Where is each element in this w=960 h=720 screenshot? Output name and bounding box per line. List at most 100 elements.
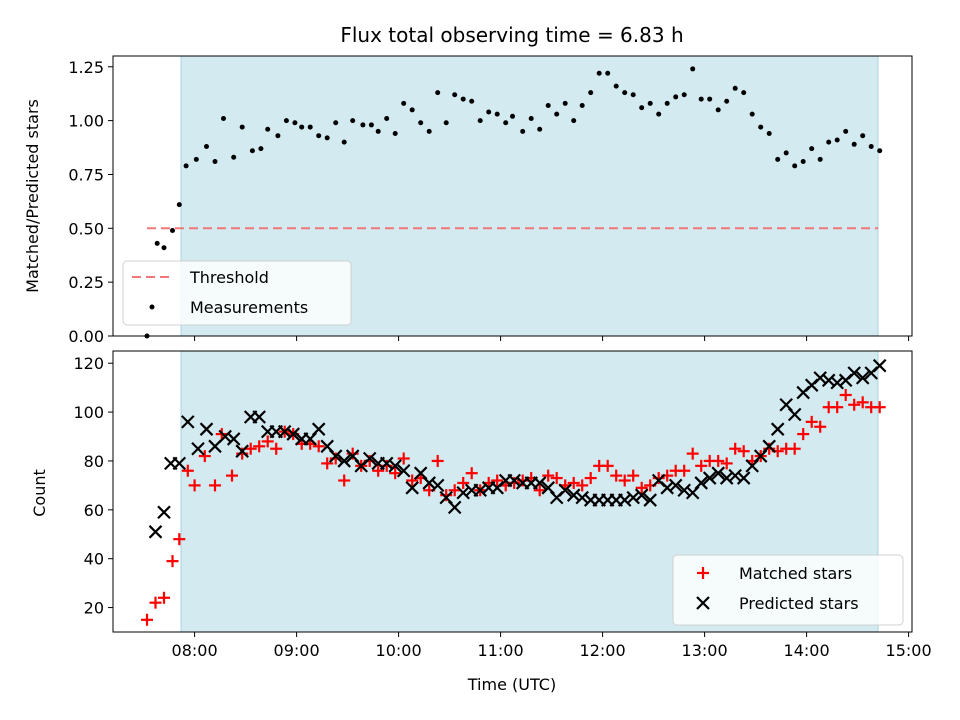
top-x-ticks <box>194 336 910 341</box>
matched-star-point <box>584 472 597 485</box>
predicted-star-point <box>181 415 195 429</box>
matched-star-point <box>166 555 179 568</box>
measurement-point <box>698 96 704 102</box>
matched-star-point <box>533 484 546 497</box>
predicted-star-point <box>218 429 232 444</box>
top-y-tick-label: 0.75 <box>68 165 104 184</box>
predicted-star-point <box>456 485 470 500</box>
measurement-point <box>588 90 594 96</box>
bottom-x-tick-label: 09:00 <box>274 641 320 660</box>
bottom-x-tick-label: 08:00 <box>172 641 218 660</box>
predicted-star-point <box>148 525 163 539</box>
bottom-panel: 20 40 60 80 100 120 08:00 09:00 10:00 11:00 12:00… <box>30 350 932 694</box>
matched-star-point <box>601 459 614 472</box>
predicted-star-point <box>813 371 827 385</box>
measurement-point <box>221 115 226 121</box>
measurement-point <box>510 113 515 119</box>
predicted-star-point <box>872 358 887 373</box>
measurement-point <box>249 148 255 154</box>
predicted-star-point <box>668 478 683 493</box>
matched-star-point <box>372 464 385 477</box>
measurement-point <box>537 126 543 132</box>
predicted-star-point <box>660 481 674 495</box>
predicted-star-point <box>830 375 844 390</box>
measurement-point <box>834 137 840 143</box>
bottom-x-tick-label: 12:00 <box>580 641 626 660</box>
matched-star-point <box>346 447 359 460</box>
measurement-point <box>605 70 611 76</box>
bottom-y-ticks: 20 40 60 80 100 120 <box>73 354 113 618</box>
predicted-star-point <box>711 466 725 480</box>
matched-star-point <box>209 479 221 492</box>
legend-matched-swatch <box>697 567 709 579</box>
predicted-star-point <box>702 471 717 485</box>
measurement-point <box>392 131 398 137</box>
predicted-star-point <box>643 493 657 507</box>
measurement-point <box>707 96 713 102</box>
measurement-point <box>562 100 568 106</box>
legend-predicted-label: Predicted stars <box>739 594 859 613</box>
legend-measurements-swatch <box>149 304 155 310</box>
measurement-point <box>571 118 577 124</box>
bottom-y-tick-label: 20 <box>84 599 104 618</box>
measurement-point <box>265 126 271 132</box>
predicted-star-point <box>634 488 649 502</box>
matched-star-point <box>729 442 742 455</box>
measurement-point <box>613 83 619 89</box>
measurement-point <box>732 85 738 91</box>
predicted-star-point <box>396 463 411 478</box>
predicted-star-point <box>405 481 419 495</box>
measurement-point <box>664 100 670 106</box>
matched-star-point <box>873 401 886 414</box>
predicted-star-point <box>277 424 292 439</box>
legend-threshold-label: Threshold <box>189 268 269 287</box>
measurement-point <box>775 156 781 162</box>
matched-star-point <box>380 459 393 472</box>
bottom-x-tick-label: 11:00 <box>478 641 524 660</box>
measurement-point <box>851 141 857 147</box>
bottom-axes-frame <box>112 350 913 633</box>
predicted-star-point <box>558 483 572 498</box>
matched-star-point <box>389 467 402 480</box>
bottom-x-tick-label: 14:00 <box>784 641 830 660</box>
measurement-point <box>783 150 789 156</box>
matched-star-point <box>567 476 580 489</box>
matched-star-point <box>431 454 444 467</box>
matched-star-point <box>610 469 623 482</box>
matched-star-point <box>627 469 640 482</box>
measurement-point <box>690 66 696 72</box>
bottom-x-ticks: 08:00 09:00 10:00 11:00 12:00 13:00 14:00 15:00 <box>172 632 932 660</box>
measurement-point <box>579 103 585 109</box>
measurement-point <box>860 133 866 139</box>
top-y-tick-label: 0.25 <box>68 273 104 292</box>
matched-star-point <box>542 469 555 482</box>
predicted-star-point <box>379 456 394 471</box>
predicted-star-point <box>719 471 734 485</box>
measurement-point <box>231 154 237 160</box>
bottom-x-tick-label: 13:00 <box>682 641 728 660</box>
measurement-point <box>622 90 628 96</box>
predicted-star-point <box>447 500 462 515</box>
measurement-point <box>204 143 209 149</box>
top-y-tick-label: 0.50 <box>68 219 104 238</box>
measurement-point <box>843 128 849 134</box>
matched-star-point <box>695 459 708 472</box>
bottom-y-tick-label: 80 <box>84 452 104 471</box>
matched-star-point <box>848 398 861 411</box>
matched-star-point <box>635 481 648 494</box>
top-legend: Threshold Measurements <box>122 260 352 326</box>
measurement-point <box>673 94 679 100</box>
matched-star-point <box>244 442 257 455</box>
predicted-star-point <box>821 373 836 388</box>
bottom-y-tick-label: 100 <box>73 403 104 422</box>
matched-star-point <box>797 428 810 441</box>
matched-star-point <box>329 452 342 465</box>
measurement-point <box>741 90 747 96</box>
bottom-y-tick-label: 120 <box>73 354 104 373</box>
matched-stars-points <box>141 388 886 626</box>
measurement-point <box>817 156 823 162</box>
predicted-star-point <box>388 459 402 473</box>
measurement-point <box>749 111 755 117</box>
predicted-star-point <box>770 422 785 436</box>
measurement-point <box>193 156 199 162</box>
